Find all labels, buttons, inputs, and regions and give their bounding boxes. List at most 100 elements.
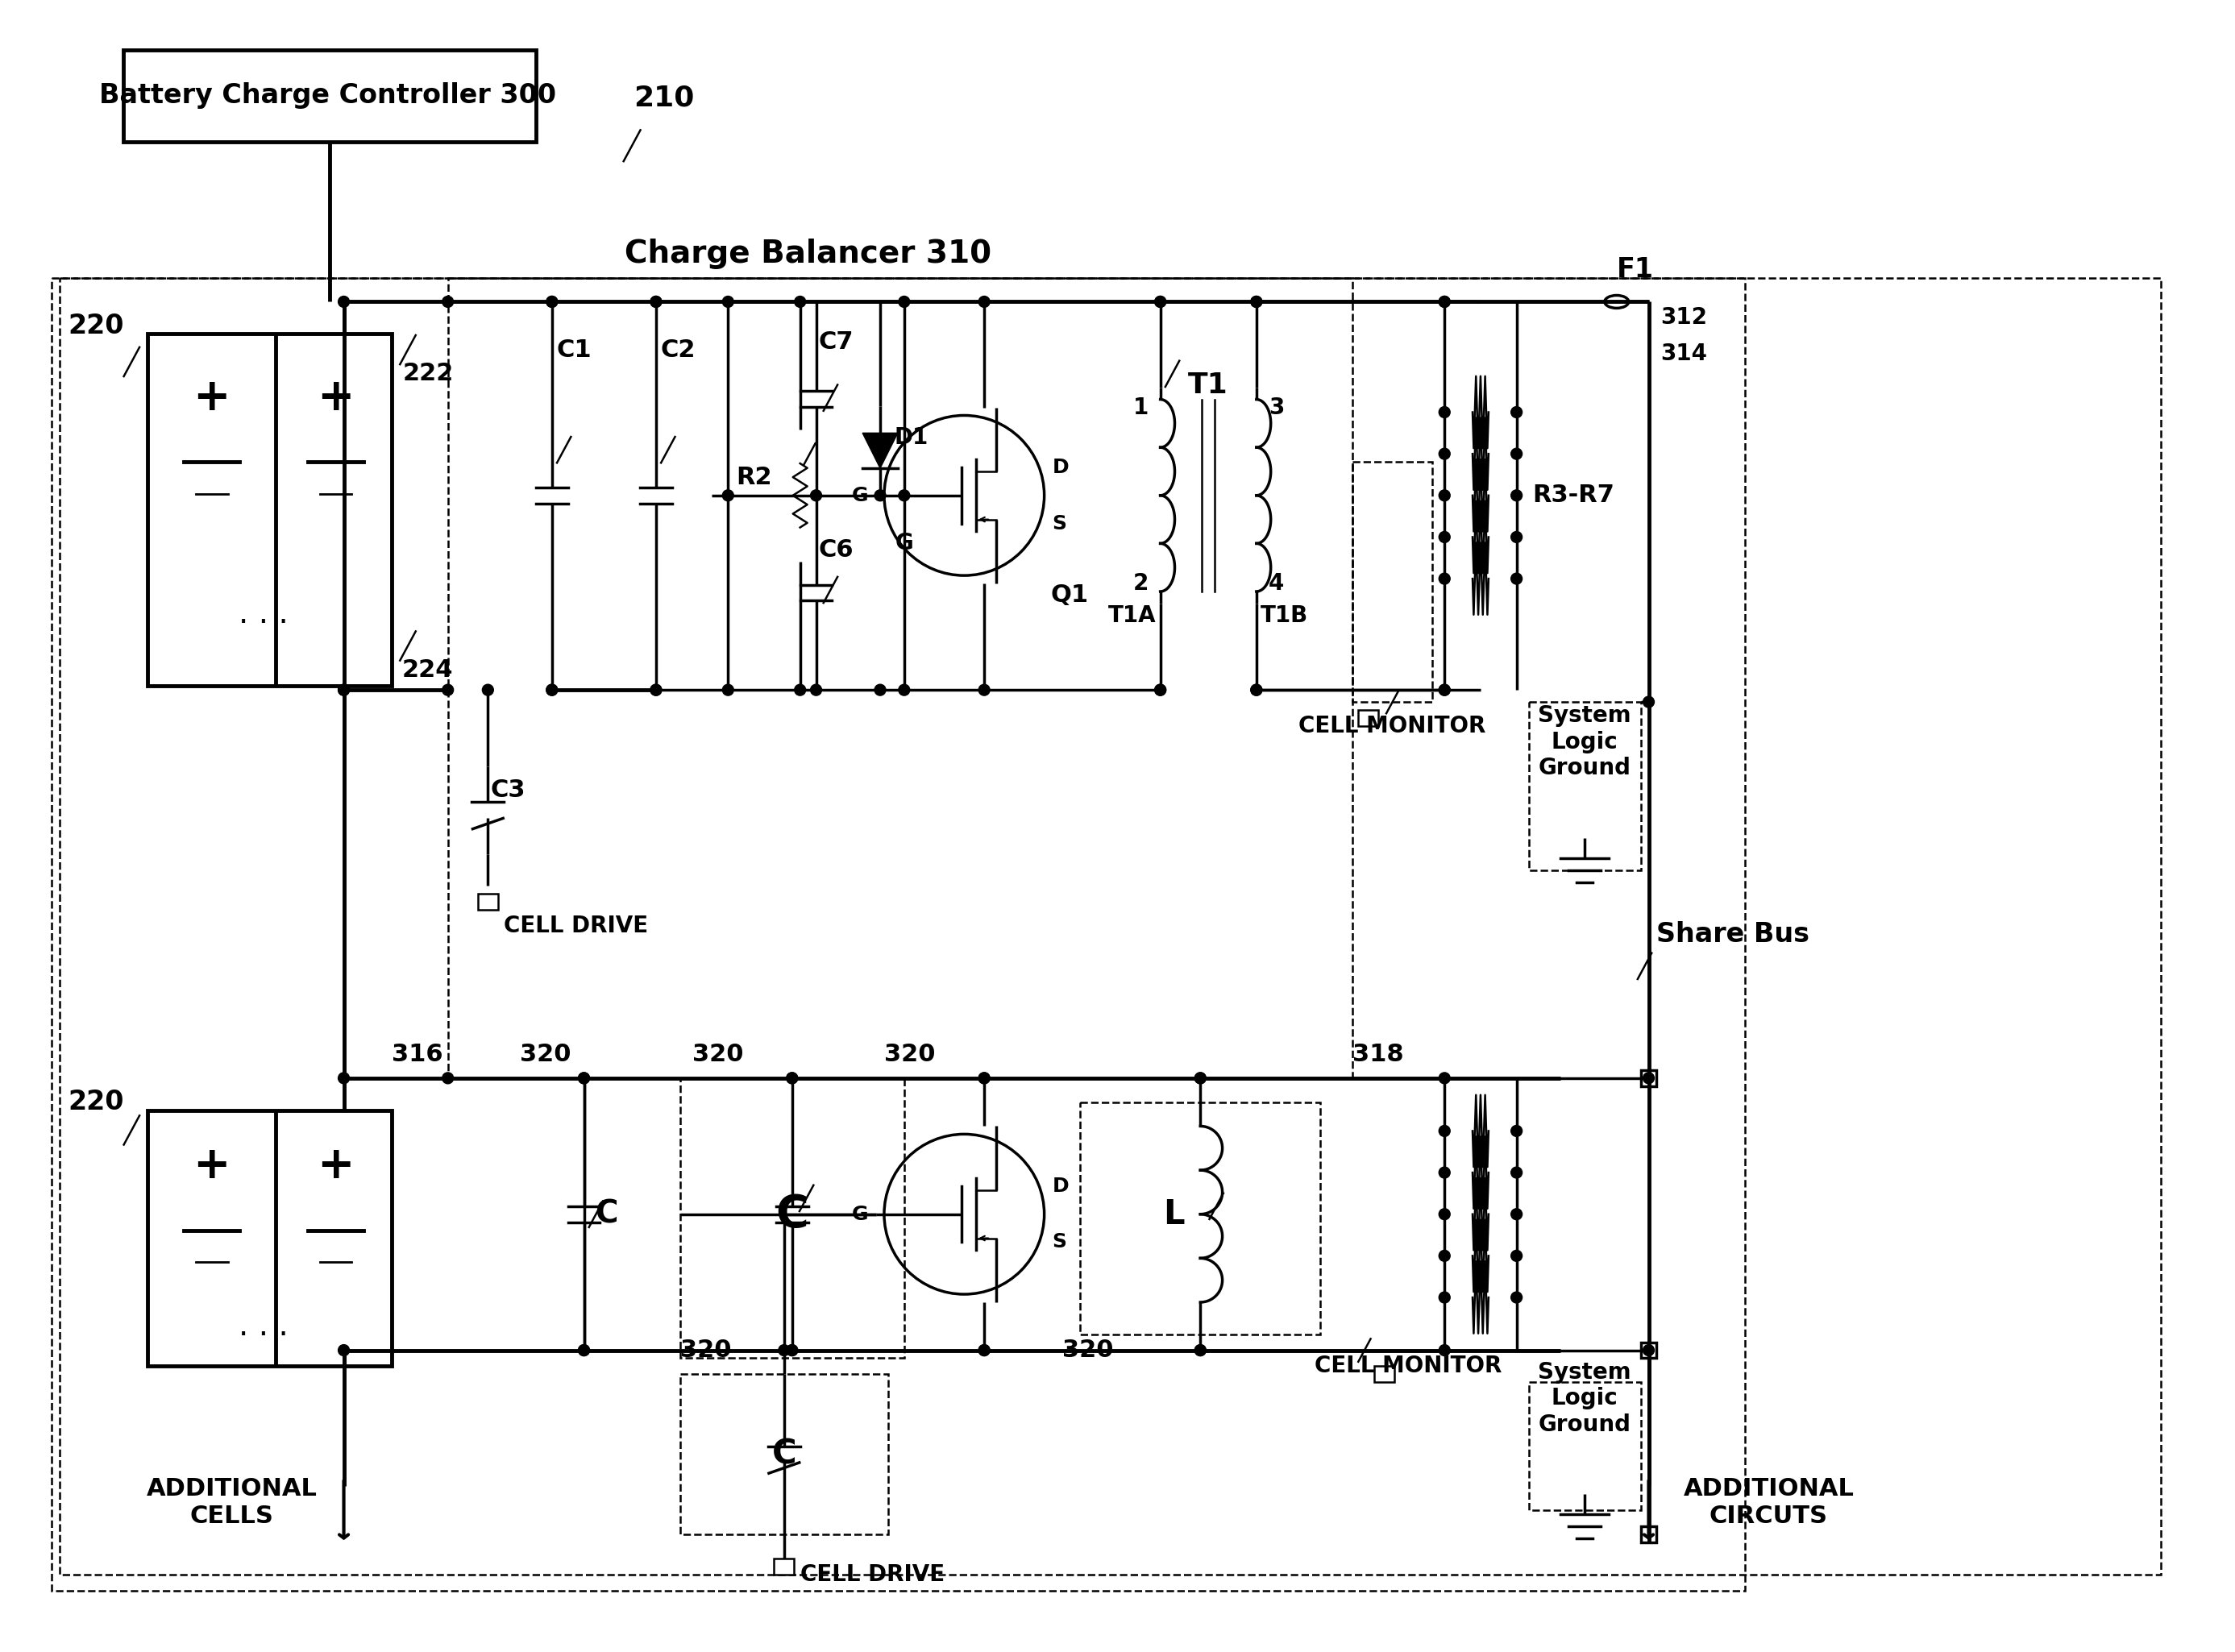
Polygon shape	[863, 433, 898, 468]
Circle shape	[1643, 697, 1654, 707]
Bar	[1529, 1383, 1640, 1510]
Text: 220: 220	[67, 312, 123, 339]
Circle shape	[545, 684, 557, 695]
Circle shape	[545, 296, 557, 307]
Circle shape	[1155, 296, 1167, 307]
Circle shape	[979, 1072, 990, 1084]
Circle shape	[979, 1345, 990, 1356]
Circle shape	[1511, 406, 1522, 418]
Text: 2: 2	[1133, 572, 1149, 595]
Text: C3: C3	[489, 778, 525, 801]
Circle shape	[1252, 684, 1263, 695]
Text: +: +	[192, 1145, 230, 1188]
Circle shape	[979, 1072, 990, 1084]
Circle shape	[1643, 1072, 1654, 1084]
Text: T1: T1	[1189, 372, 1229, 398]
Text: Q1: Q1	[1050, 583, 1088, 606]
Circle shape	[787, 1072, 798, 1084]
Text: C: C	[771, 1437, 796, 1472]
Circle shape	[1511, 448, 1522, 459]
Text: 314: 314	[1661, 342, 1708, 365]
Text: 224: 224	[402, 657, 454, 682]
Circle shape	[778, 1345, 789, 1356]
Circle shape	[1439, 573, 1451, 585]
Circle shape	[979, 296, 990, 307]
Text: . . .: . . .	[239, 598, 288, 629]
Circle shape	[1439, 684, 1451, 695]
Circle shape	[787, 1345, 798, 1356]
Bar	[123, 50, 536, 142]
Circle shape	[1196, 1072, 1207, 1084]
Circle shape	[874, 684, 885, 695]
Circle shape	[1439, 1292, 1451, 1303]
Circle shape	[1439, 1251, 1451, 1262]
Circle shape	[1643, 1345, 1654, 1356]
Circle shape	[1155, 684, 1167, 695]
Circle shape	[545, 684, 557, 695]
Circle shape	[545, 296, 557, 307]
Bar	[1640, 1343, 1656, 1358]
Text: C: C	[595, 1199, 617, 1229]
Bar	[1080, 1102, 1321, 1335]
Text: 320: 320	[1062, 1338, 1113, 1361]
Circle shape	[722, 684, 733, 695]
Text: D: D	[1053, 458, 1068, 477]
Bar	[1359, 710, 1379, 725]
Circle shape	[787, 1072, 798, 1084]
Circle shape	[1511, 1166, 1522, 1178]
Text: 320: 320	[885, 1042, 934, 1066]
Text: 316: 316	[391, 1042, 443, 1066]
Text: D: D	[1053, 1176, 1068, 1196]
Text: C1: C1	[557, 339, 592, 362]
Circle shape	[443, 1072, 454, 1084]
Text: 4: 4	[1269, 572, 1285, 595]
Circle shape	[979, 684, 990, 695]
Circle shape	[337, 1072, 349, 1084]
Circle shape	[898, 491, 910, 501]
Bar	[148, 334, 391, 686]
Circle shape	[650, 296, 662, 307]
Circle shape	[1439, 1166, 1451, 1178]
Bar	[679, 1079, 905, 1358]
Circle shape	[337, 1345, 349, 1356]
Circle shape	[1439, 1345, 1451, 1356]
Text: 312: 312	[1661, 307, 1708, 329]
Circle shape	[337, 684, 349, 695]
Circle shape	[443, 296, 454, 307]
Circle shape	[1439, 448, 1451, 459]
Circle shape	[1511, 1125, 1522, 1137]
Circle shape	[1511, 573, 1522, 585]
Text: CELL MONITOR: CELL MONITOR	[1299, 715, 1486, 737]
Circle shape	[337, 296, 349, 307]
Bar	[1375, 1366, 1395, 1383]
Circle shape	[579, 1345, 590, 1356]
Circle shape	[1196, 1072, 1207, 1084]
Text: R2: R2	[735, 466, 771, 489]
Bar	[60, 278, 2161, 1574]
Circle shape	[1439, 532, 1451, 542]
Circle shape	[811, 491, 822, 501]
Circle shape	[1439, 406, 1451, 418]
Circle shape	[337, 684, 349, 695]
Circle shape	[1196, 1345, 1207, 1356]
Bar	[1640, 1070, 1656, 1085]
Circle shape	[793, 684, 805, 695]
Circle shape	[650, 684, 662, 695]
Bar	[478, 894, 498, 910]
Text: F1: F1	[1616, 256, 1654, 282]
Bar	[1529, 702, 1640, 871]
Text: 210: 210	[635, 84, 695, 111]
Text: T1A: T1A	[1109, 605, 1155, 626]
Circle shape	[1511, 1251, 1522, 1262]
Circle shape	[811, 684, 822, 695]
Text: 320: 320	[679, 1338, 731, 1361]
Circle shape	[650, 296, 662, 307]
Text: G: G	[894, 532, 914, 555]
Circle shape	[443, 684, 454, 695]
Circle shape	[1155, 684, 1167, 695]
Circle shape	[1155, 296, 1167, 307]
Text: 220: 220	[67, 1089, 123, 1115]
Circle shape	[1439, 1072, 1451, 1084]
Circle shape	[898, 296, 910, 307]
Text: C: C	[776, 1193, 809, 1236]
